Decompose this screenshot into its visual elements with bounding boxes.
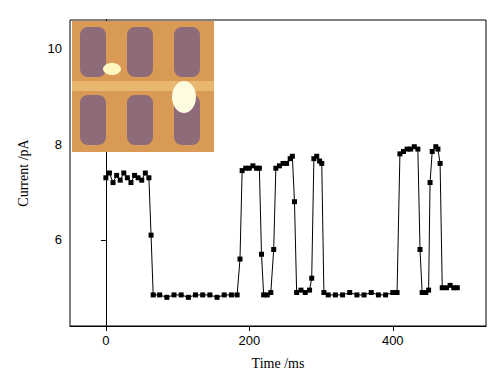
svg-text:200: 200	[238, 333, 260, 348]
svg-text:8: 8	[55, 137, 62, 152]
svg-text:0: 0	[102, 333, 109, 348]
svg-text:Time /ms: Time /ms	[252, 356, 305, 371]
svg-text:400: 400	[382, 333, 404, 348]
svg-text:10: 10	[48, 41, 62, 56]
svg-text:6: 6	[55, 232, 62, 247]
svg-text:Current /pA: Current /pA	[16, 138, 31, 206]
